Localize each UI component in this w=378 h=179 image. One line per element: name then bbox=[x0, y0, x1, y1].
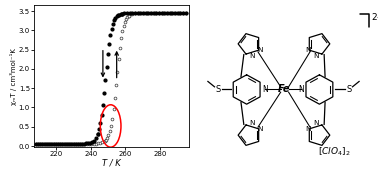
Text: S: S bbox=[216, 85, 221, 94]
Text: N: N bbox=[305, 47, 311, 53]
X-axis label: T / K: T / K bbox=[102, 158, 121, 167]
Y-axis label: χₘT / cm³mol⁻¹K: χₘT / cm³mol⁻¹K bbox=[10, 48, 17, 105]
Text: S: S bbox=[346, 85, 351, 94]
Text: N: N bbox=[313, 53, 318, 59]
Text: N: N bbox=[298, 85, 304, 94]
Text: N: N bbox=[249, 53, 255, 59]
Text: N: N bbox=[313, 120, 318, 126]
Text: N: N bbox=[262, 85, 268, 94]
Text: N: N bbox=[249, 120, 255, 126]
Text: N: N bbox=[257, 126, 263, 132]
Text: $[ClO_4]_2$: $[ClO_4]_2$ bbox=[318, 146, 350, 158]
Text: Fe: Fe bbox=[278, 84, 291, 95]
Text: 2+: 2+ bbox=[371, 13, 378, 22]
Text: N: N bbox=[305, 126, 311, 132]
Text: N: N bbox=[257, 47, 263, 53]
